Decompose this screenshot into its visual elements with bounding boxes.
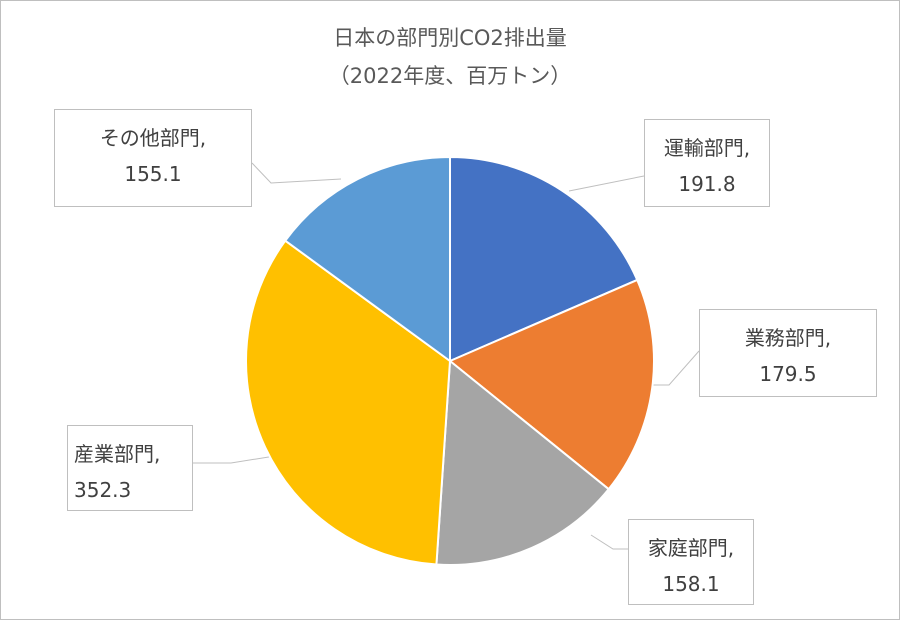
data-label-transport: 運輸部門, 191.8	[644, 119, 770, 207]
chart-title-main: 日本の部門別CO2排出量	[333, 26, 567, 50]
data-label-value: 155.1	[124, 162, 182, 186]
data-label-value: 191.8	[678, 172, 736, 196]
pie-slice-household	[435, 359, 611, 566]
pie-slice-industry	[245, 239, 452, 566]
data-label-other: その他部門, 155.1	[54, 109, 252, 207]
data-label-value: 158.1	[662, 572, 720, 596]
pie-slices	[245, 155, 655, 566]
chart-title: 日本の部門別CO2排出量 （2022年度、百万トン）	[1, 19, 899, 95]
leader-line	[590, 534, 628, 550]
leader-line	[568, 175, 645, 192]
leader-lines	[193, 162, 700, 550]
pie-slice-transport	[449, 155, 639, 363]
leader-line	[193, 454, 282, 464]
data-label-business: 業務部門, 179.5	[699, 309, 877, 397]
pie-slice-other	[283, 155, 451, 363]
data-label-household: 家庭部門, 158.1	[628, 519, 754, 605]
data-label-category: 産業部門,	[74, 442, 161, 466]
data-label-category: 運輸部門,	[663, 136, 751, 160]
data-label-value: 179.5	[759, 362, 817, 386]
leader-line	[251, 162, 342, 184]
data-label-category: 業務部門,	[744, 326, 832, 350]
data-label-category: その他部門,	[99, 126, 207, 150]
data-label-category: 家庭部門,	[647, 536, 735, 560]
pie-slice-business	[448, 278, 655, 491]
data-label-industry: 産業部門, 352.3	[67, 425, 193, 511]
chart-subtitle: （2022年度、百万トン）	[328, 64, 572, 88]
data-label-value: 352.3	[74, 478, 132, 502]
